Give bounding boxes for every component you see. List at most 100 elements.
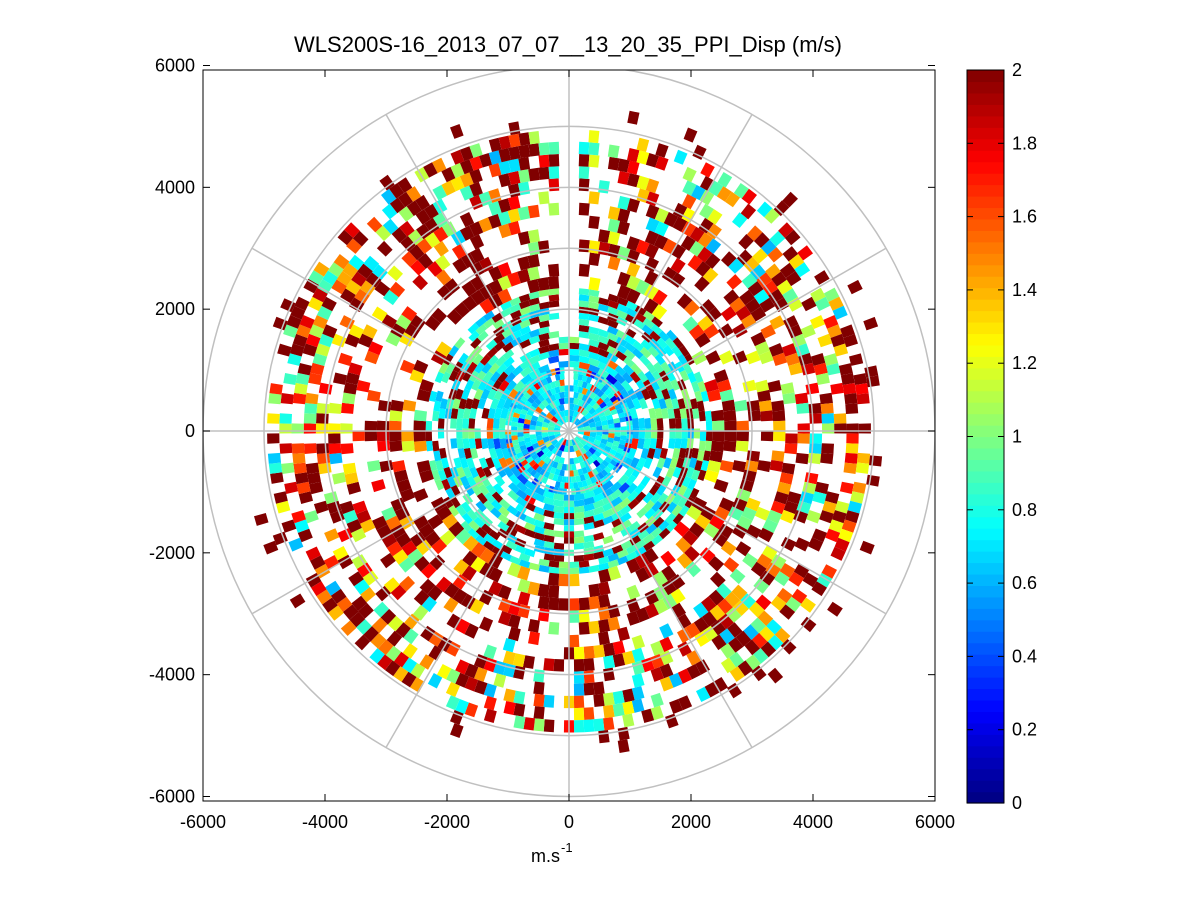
- ppi-gate-cell: [470, 337, 482, 349]
- ppi-gate-cell: [670, 272, 686, 288]
- colorbar-step: [967, 413, 1004, 426]
- ppi-gate-cell: [468, 330, 480, 342]
- ppi-gate-cell: [533, 382, 541, 391]
- ppi-gate-cell: [621, 380, 633, 392]
- ppi-gate-cell: [281, 519, 297, 533]
- ppi-gate-cell: [537, 364, 550, 374]
- ppi-gate-cell: [498, 379, 510, 392]
- ppi-gate-cell: [459, 146, 474, 162]
- ppi-gate-cell: [670, 588, 686, 605]
- ppi-gate-cell: [529, 469, 538, 477]
- ppi-gate-cell: [517, 422, 524, 428]
- ppi-gate-cell: [573, 391, 580, 399]
- ppi-gate-cell: [308, 372, 322, 385]
- ppi-gate-cell: [469, 194, 483, 210]
- ppi-gate-cell: [469, 598, 485, 615]
- ppi-gate-cell: [583, 541, 595, 549]
- ppi-gate-cell: [614, 403, 623, 411]
- ppi-gate-cell: [578, 141, 590, 155]
- ppi-gate-cell: [732, 460, 747, 473]
- ppi-gate-cell: [524, 548, 536, 558]
- ppi-gate-cell: [316, 443, 330, 454]
- ppi-gate-cell: [356, 509, 372, 524]
- ppi-gate-cell: [533, 492, 545, 503]
- ppi-gate-cell: [660, 361, 672, 374]
- ppi-gate-cell: [389, 431, 402, 442]
- ppi-gate-cell: [498, 417, 507, 429]
- ppi-gate-cell: [273, 491, 288, 504]
- ppi-gate-cell: [736, 488, 752, 502]
- ppi-gate-cell: [694, 332, 711, 348]
- ppi-gate-cell: [727, 622, 743, 638]
- colorbar-step: [967, 287, 1004, 300]
- ppi-gate-cell: [791, 333, 807, 348]
- ppi-gate-cell: [589, 432, 597, 438]
- ppi-gate-cell: [572, 444, 580, 452]
- ppi-gate-cell: [541, 462, 549, 471]
- ppi-gate-cell: [634, 312, 647, 323]
- ppi-gate-cell: [800, 324, 816, 339]
- ppi-gate-cell: [329, 510, 345, 524]
- x-tick-label: 4000: [793, 812, 833, 832]
- ppi-gate-cell: [661, 579, 677, 596]
- ppi-gate-cell: [583, 719, 595, 733]
- ppi-gate-cell: [529, 419, 537, 426]
- ppi-gate-cell: [500, 307, 513, 318]
- ppi-gate-cell: [289, 343, 305, 357]
- ppi-gate-cell: [479, 589, 494, 606]
- ppi-gate-cell: [572, 410, 580, 418]
- ppi-gate-cell: [517, 417, 525, 424]
- ppi-gate-cell: [305, 462, 320, 475]
- ppi-gate-cell: [375, 585, 391, 602]
- ppi-gate-cell: [483, 310, 495, 322]
- ppi-gate-cell: [533, 706, 545, 720]
- ppi-gate-cell: [513, 703, 526, 717]
- ppi-gate-cell: [391, 227, 408, 243]
- colorbar: 21.81.61.41.210.80.60.40.20: [966, 60, 1037, 813]
- ppi-gate-cell: [644, 589, 659, 606]
- ppi-gate-cell: [573, 379, 579, 387]
- ppi-gate-cell: [760, 239, 777, 256]
- ppi-gate-cell: [502, 638, 516, 653]
- ppi-gate-cell: [279, 443, 293, 454]
- ppi-gate-cell: [519, 444, 527, 452]
- ppi-gate-cell: [598, 594, 611, 608]
- ppi-gate-cell: [588, 332, 600, 342]
- ppi-gate-cell: [470, 289, 486, 306]
- ppi-gate-cell: [415, 194, 430, 211]
- ppi-gate-cell: [597, 471, 605, 480]
- ppi-gate-cell: [343, 382, 358, 395]
- ppi-gate-cell: [608, 404, 616, 412]
- ppi-gate-cell: [299, 315, 315, 329]
- ppi-gate-cell: [686, 650, 701, 666]
- ppi-gate-cell: [593, 499, 605, 509]
- ppi-gate-cell: [797, 433, 810, 444]
- ppi-gate-cell: [389, 440, 403, 452]
- ppi-gate-cell: [843, 462, 857, 474]
- ppi-gate-cell: [488, 201, 502, 216]
- ppi-gate-cell: [427, 585, 443, 601]
- ppi-gate-cell: [588, 154, 600, 168]
- ppi-gate-cell: [643, 540, 655, 552]
- ppi-gate-cell: [626, 300, 638, 311]
- ppi-gate-cell: [578, 621, 590, 635]
- ppi-gate-cell: [625, 397, 635, 410]
- ppi-gate-cell: [785, 596, 802, 612]
- ppi-gate-cell: [806, 510, 821, 524]
- ppi-gate-cell: [842, 383, 857, 395]
- ppi-gate-cell: [543, 658, 555, 672]
- ppi-gate-cell: [819, 392, 833, 405]
- ppi-gate-cell: [684, 546, 700, 562]
- ppi-gate-cell: [736, 249, 753, 266]
- ppi-gate-cell: [484, 492, 496, 504]
- ppi-gate-cell: [483, 317, 496, 329]
- ppi-gate-cell: [830, 382, 844, 395]
- ppi-gate-cell: [624, 341, 636, 353]
- colorbar-step: [967, 321, 1004, 335]
- ppi-gate-cell: [362, 570, 379, 586]
- ppi-gate-cell: [316, 305, 333, 321]
- ppi-gate-cell: [528, 361, 541, 372]
- ppi-gate-cell: [802, 572, 819, 588]
- ppi-gate-cell: [276, 500, 291, 514]
- ppi-gate-cell: [558, 444, 566, 452]
